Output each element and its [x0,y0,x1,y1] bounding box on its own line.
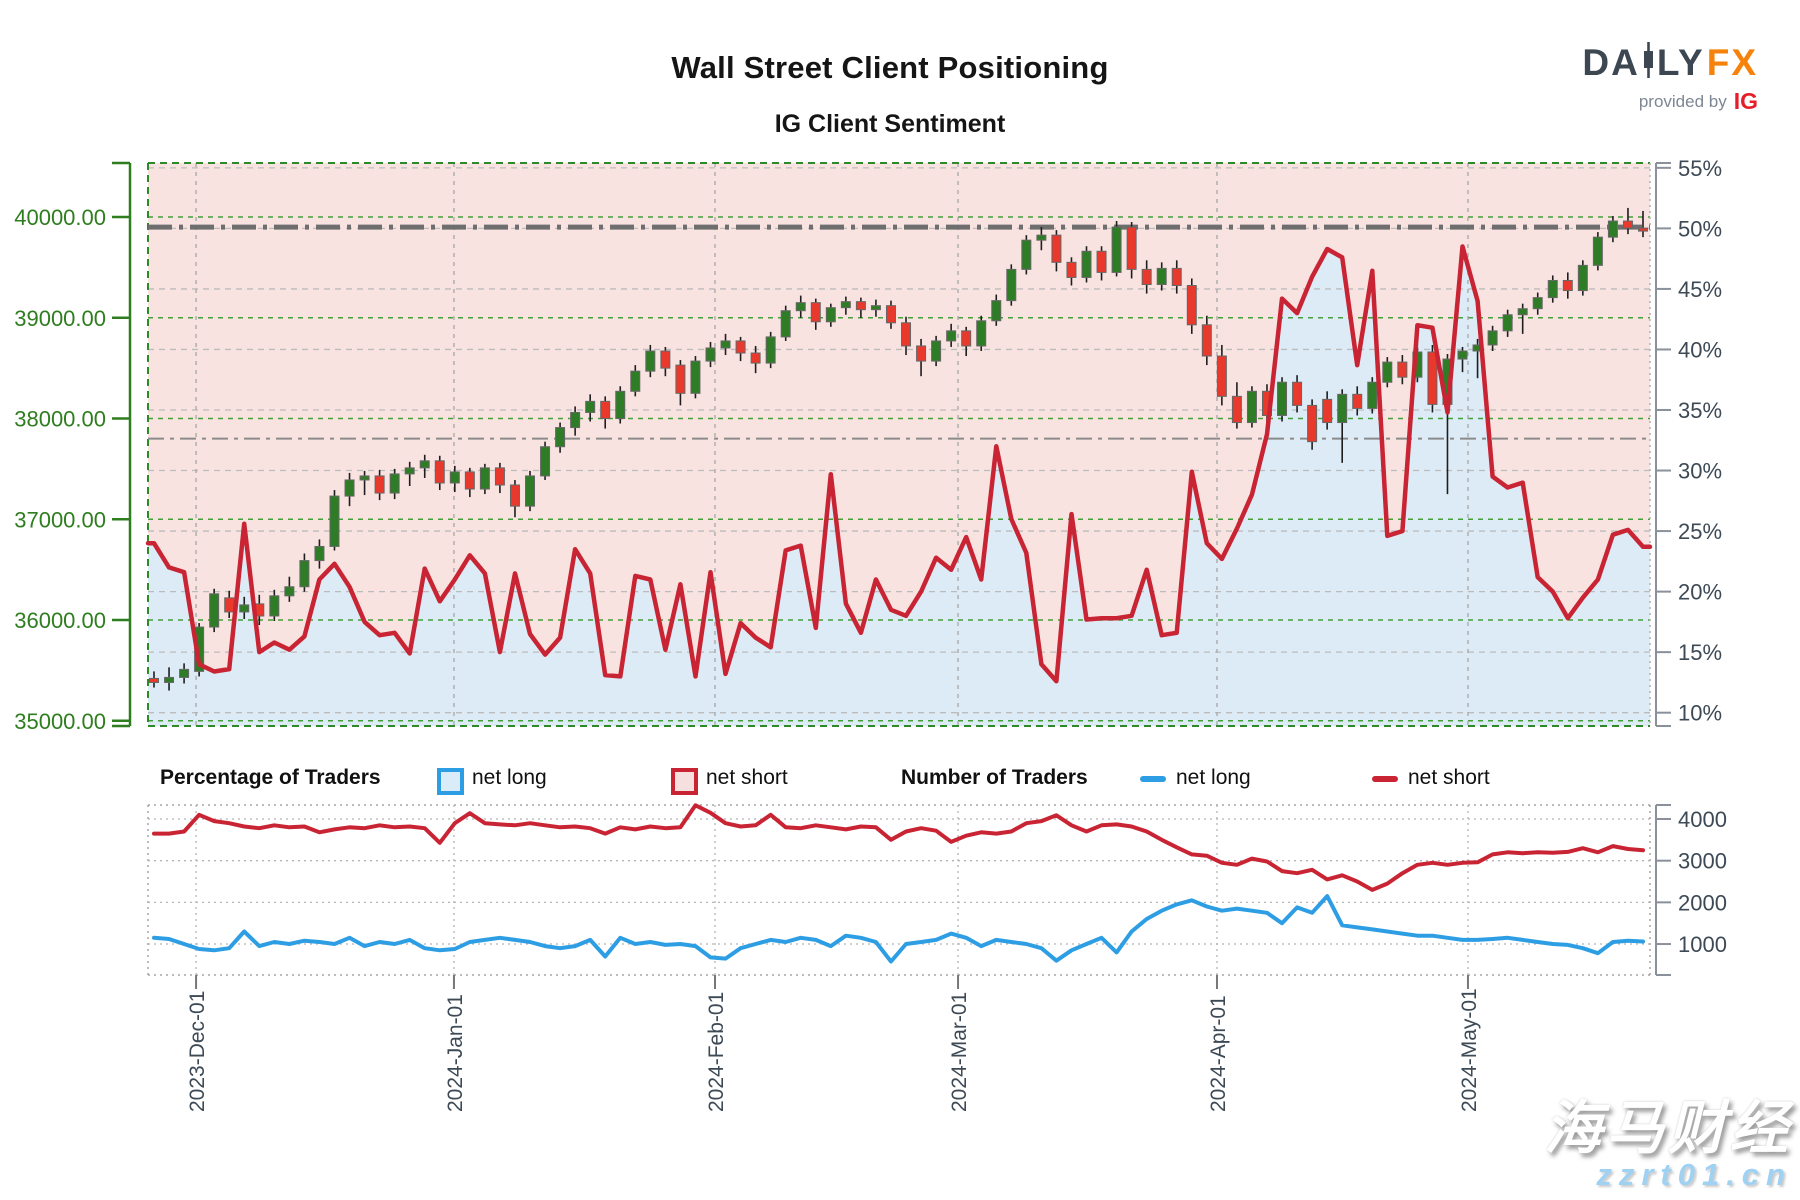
legend-pct-net-long: net long [472,766,547,789]
svg-text:2024-Jan-01: 2024-Jan-01 [444,994,467,1112]
legend-percentage-of-traders: Percentage of Traders [160,766,381,789]
svg-text:2024-Apr-01: 2024-Apr-01 [1207,995,1230,1112]
legend-number-of-traders: Number of Traders [901,766,1088,789]
svg-text:2024-Mar-01: 2024-Mar-01 [948,992,971,1112]
ig-logo: IG [1733,88,1758,114]
svg-text:2000: 2000 [1678,890,1727,915]
legend-num-net-long: net long [1176,766,1251,789]
chart-legend: Percentage of Traders net long net short… [0,766,1800,796]
svg-text:30%: 30% [1678,459,1722,484]
logo-text-ly: LY [1656,41,1705,83]
logo-text-da: DA [1582,41,1640,83]
legend-pct-net-short: net short [706,766,788,789]
svg-text:2023-Dec-01: 2023-Dec-01 [186,991,209,1112]
svg-text:37000.00: 37000.00 [14,507,106,532]
svg-text:35000.00: 35000.00 [14,709,106,734]
svg-text:45%: 45% [1678,277,1722,302]
logo-text-fx: FX [1706,41,1758,83]
svg-text:40000.00: 40000.00 [14,205,106,230]
svg-text:1000: 1000 [1678,932,1727,957]
svg-text:4000: 4000 [1678,807,1727,832]
svg-text:39000.00: 39000.00 [14,306,106,331]
svg-text:3000: 3000 [1678,849,1727,874]
svg-text:40%: 40% [1678,337,1722,362]
svg-text:20%: 20% [1678,580,1722,605]
svg-text:36000.00: 36000.00 [14,608,106,633]
svg-text:25%: 25% [1678,519,1722,544]
net-short-square-swatch [671,768,698,795]
net-short-line-swatch [1372,776,1398,782]
svg-text:50%: 50% [1678,216,1722,241]
legend-num-net-short: net short [1408,766,1490,789]
svg-text:2024-May-01: 2024-May-01 [1458,988,1481,1112]
watermark-line1: 海马财经 [1543,1095,1792,1161]
svg-text:15%: 15% [1678,640,1722,665]
svg-text:35%: 35% [1678,398,1722,423]
dailyfx-logo: DA LY FX provided by IG [1582,42,1758,113]
svg-text:55%: 55% [1678,156,1722,181]
svg-text:10%: 10% [1678,701,1722,726]
watermark: 海马财经 zzrt01.cn [1543,1095,1792,1193]
candlestick-icon [1643,42,1654,82]
net-long-square-swatch [437,768,464,795]
chart-title: Wall Street Client Positioning [671,50,1109,85]
net-long-line-swatch [1140,776,1166,782]
logo-provided-by: provided by [1638,92,1727,111]
watermark-line2: zzrt01.cn [1596,1157,1792,1193]
svg-text:2024-Feb-01: 2024-Feb-01 [705,992,728,1112]
chart-subtitle: IG Client Sentiment [774,110,1006,138]
svg-text:38000.00: 38000.00 [14,407,106,432]
